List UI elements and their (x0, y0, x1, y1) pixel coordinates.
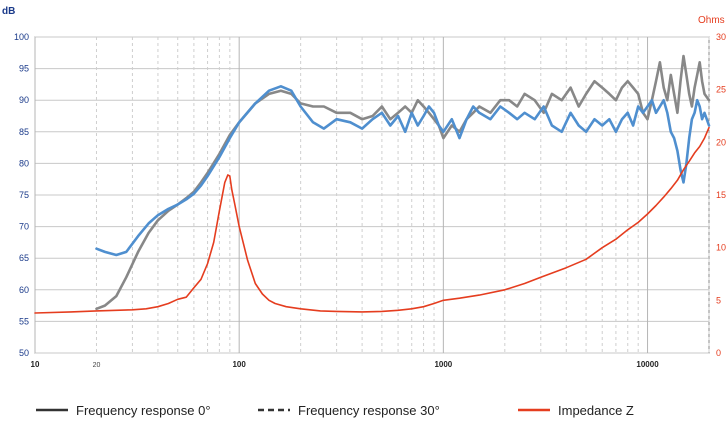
x-tick-label: 10000 (636, 360, 659, 369)
y-right-tick-label: 10 (716, 243, 726, 253)
x-tick-label: 100 (232, 360, 246, 369)
y-left-tick-label: 50 (19, 348, 29, 358)
y-left-tick-label: 85 (19, 127, 29, 137)
left-axis-unit: dB (2, 6, 15, 17)
right-axis-unit: Ohms (698, 15, 725, 26)
x-tick-label: 10 (31, 360, 40, 369)
y-left-tick-label: 75 (19, 190, 29, 200)
y-right-tick-label: 30 (716, 32, 726, 42)
chart-legend: Frequency response 0° Frequency response … (36, 403, 634, 418)
y-right-tick-label: 15 (716, 190, 726, 200)
chart-grid (34, 36, 710, 354)
y-left-tick-label: 60 (19, 285, 29, 295)
legend-label: Frequency response 0° (76, 403, 211, 418)
x-tick-label: 20 (93, 362, 101, 369)
y-right-tick-label: 25 (716, 85, 726, 95)
y-left-tick-label: 65 (19, 253, 29, 263)
legend-label: Frequency response 30° (298, 403, 440, 418)
y-left-tick-label: 55 (19, 316, 29, 326)
y-left-tick-label: 95 (19, 64, 29, 74)
y-left-tick-label: 70 (19, 222, 29, 232)
legend-label: Impedance Z (558, 403, 634, 418)
y-left-tick-label: 90 (19, 95, 29, 105)
series-line (34, 126, 710, 314)
chart-series (34, 54, 711, 314)
y-left-tick-label: 80 (19, 158, 29, 168)
y-left-tick-label: 100 (14, 32, 29, 42)
y-right-tick-label: 20 (716, 137, 726, 147)
y-right-tick-label: 0 (716, 348, 721, 358)
y-right-tick-label: 5 (716, 295, 721, 305)
x-tick-label: 1000 (434, 360, 452, 369)
series-line (95, 85, 711, 257)
